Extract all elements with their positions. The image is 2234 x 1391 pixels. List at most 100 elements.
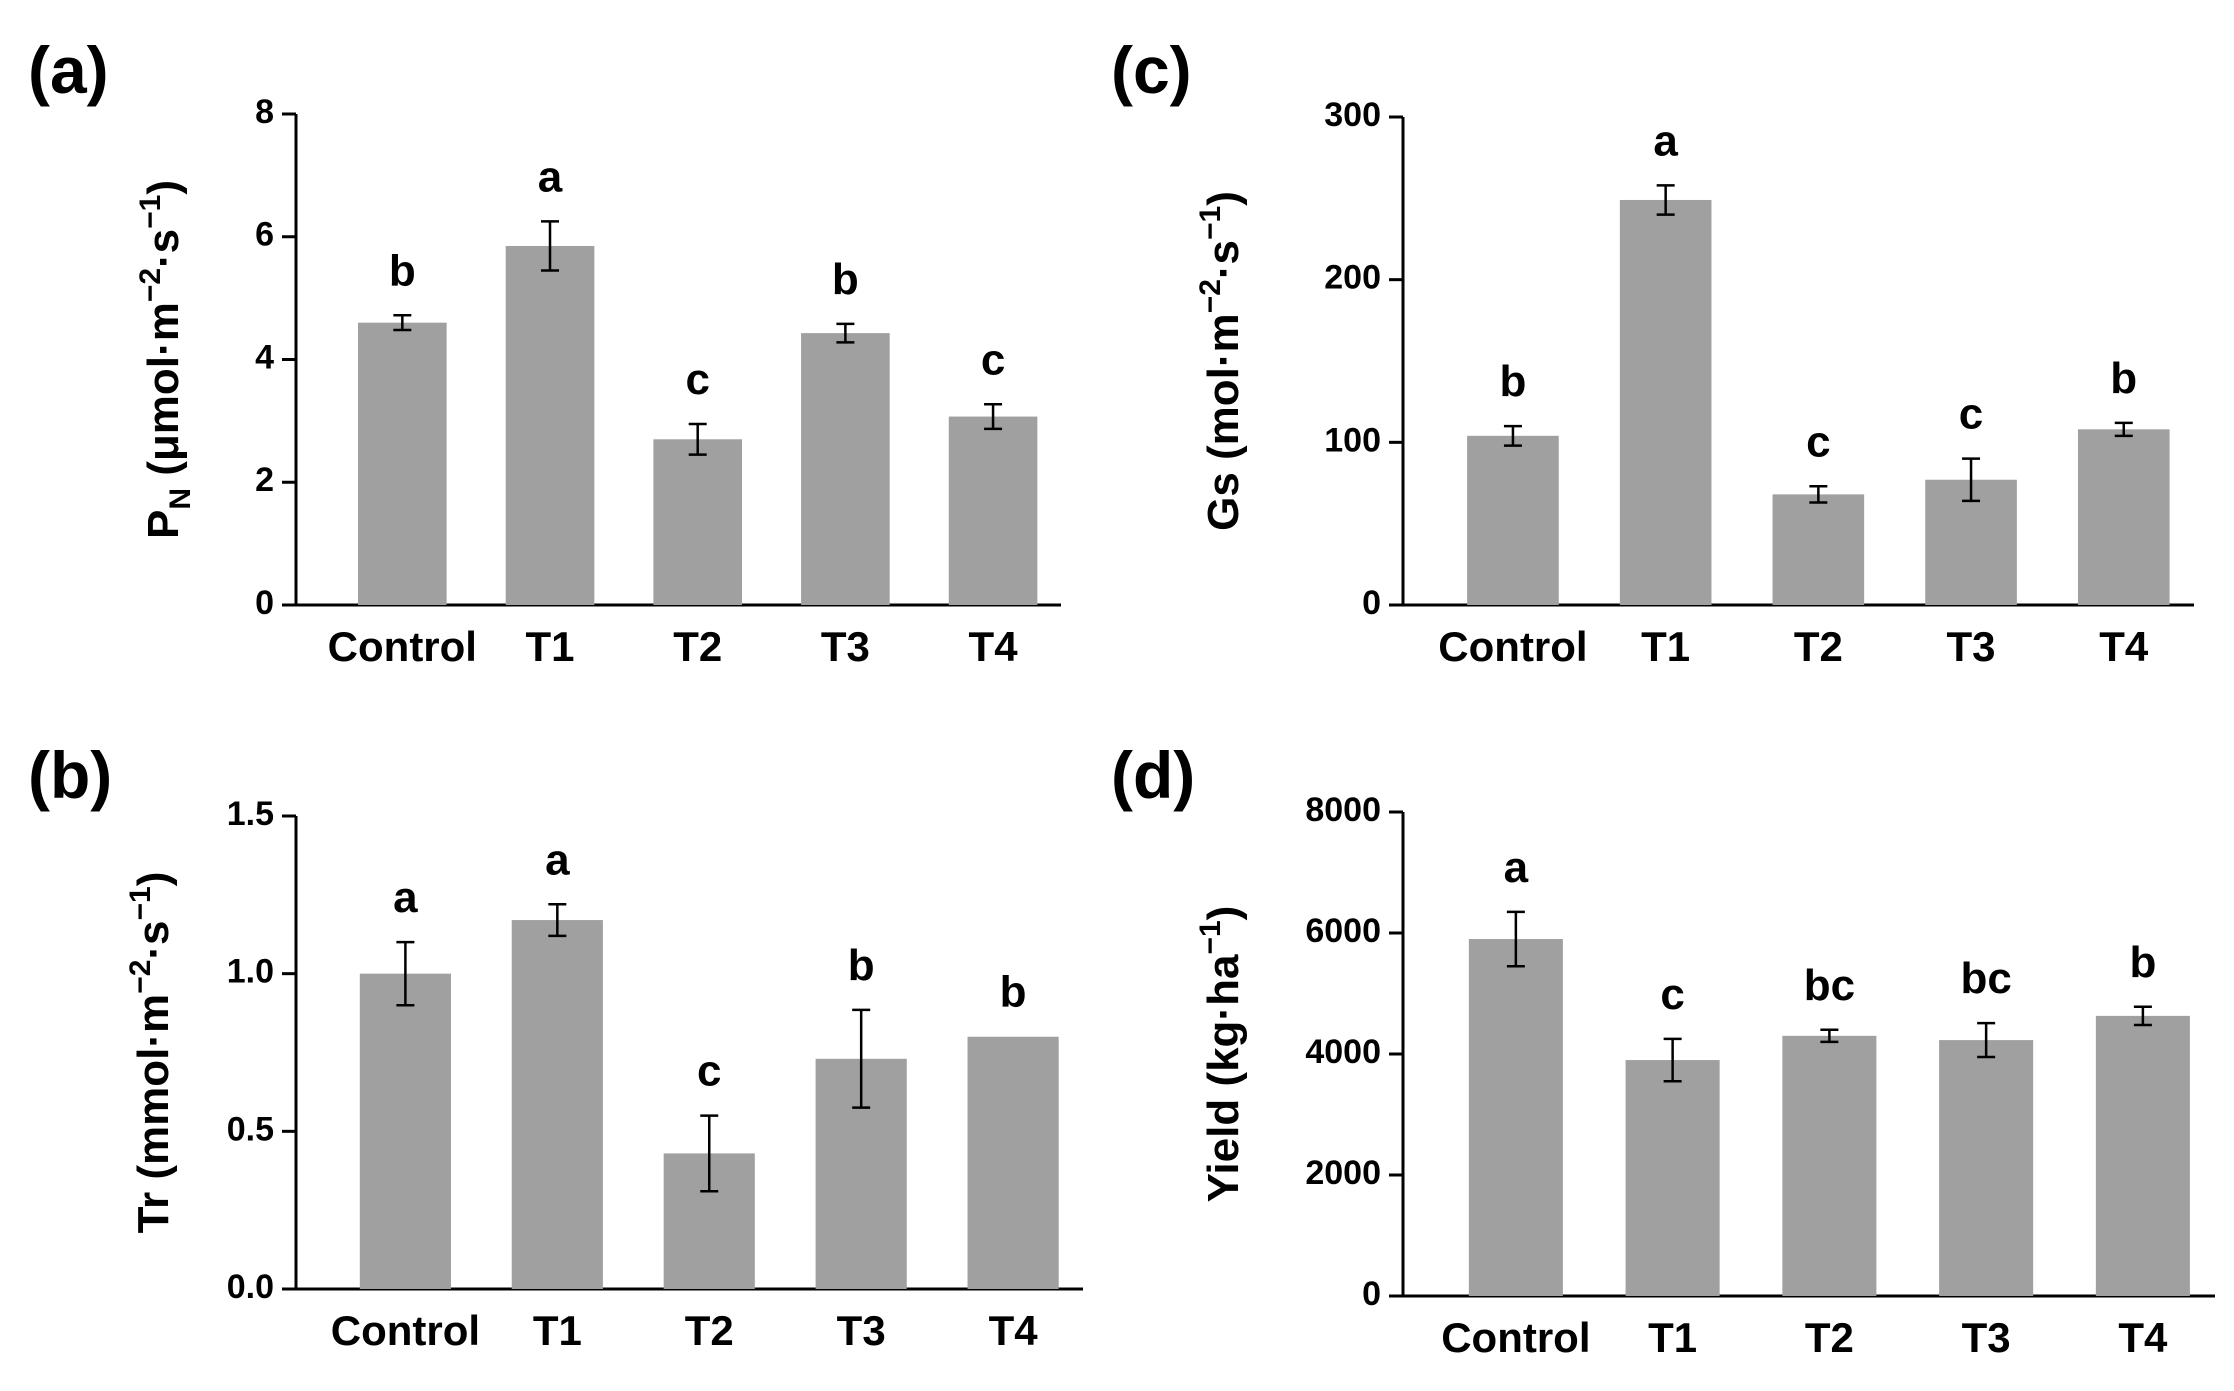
y-axis-label-part: N: [164, 488, 197, 510]
significance-letter: c: [697, 1047, 721, 1096]
x-tick-label: T4: [989, 1307, 1039, 1354]
panel-label: (c): [1111, 33, 1192, 107]
bar: [505, 245, 595, 606]
bar: [948, 416, 1038, 605]
x-tick-label: T3: [1962, 1314, 2011, 1361]
y-tick-label: 6000: [1305, 912, 1381, 950]
bar: [967, 1036, 1059, 1289]
significance-letter: c: [1959, 390, 1983, 439]
y-axis-label-part: ): [1199, 191, 1248, 206]
significance-letter: c: [685, 355, 709, 404]
error-bar: [1962, 457, 1981, 503]
y-tick-label: 300: [1324, 96, 1381, 134]
y-tick-label: 0.0: [227, 1268, 274, 1306]
bar: [1782, 1035, 1877, 1296]
bar: [1625, 1060, 1720, 1296]
significance-letter: b: [1500, 357, 1527, 406]
panel-label: (d): [1111, 738, 1195, 812]
y-axis-label: PN (μmol·m−2·s−1): [134, 180, 197, 539]
error-bar: [2133, 1005, 2152, 1027]
y-axis-label-part: −1: [1194, 920, 1227, 954]
x-tick-label: Control: [1438, 623, 1587, 670]
bar: [359, 973, 451, 1289]
y-tick-label: 0: [255, 584, 274, 622]
error-bar: [700, 1114, 719, 1193]
significance-letter: a: [538, 152, 563, 201]
x-tick-label: Control: [331, 1307, 480, 1354]
significance-letter: b: [2110, 354, 2137, 403]
x-tick-label: T3: [1947, 623, 1996, 670]
x-tick-label: T4: [969, 623, 1019, 670]
significance-letter: bc: [1804, 961, 1855, 1010]
x-tick-label: T2: [673, 623, 722, 670]
x-tick-label: T2: [685, 1307, 734, 1354]
y-tick-label: 0.5: [227, 1110, 274, 1148]
x-tick-label: T1: [526, 623, 575, 670]
bar: [653, 439, 743, 605]
y-axis-label-part: (μmol·m: [139, 302, 188, 488]
error-bar: [393, 314, 412, 332]
bar: [1939, 1040, 2034, 1296]
y-axis-label-part: Tr (mmol·m: [129, 994, 178, 1234]
y-tick-label: 8: [255, 93, 274, 131]
y-axis-label-part: −2: [1194, 279, 1227, 313]
significance-letter: bc: [1960, 954, 2011, 1003]
significance-letter: b: [2129, 938, 2156, 987]
error-bar: [1809, 485, 1828, 504]
y-tick-label: 8000: [1305, 791, 1381, 829]
y-tick-label: 0: [1362, 1275, 1381, 1313]
y-axis-label-part: Gs (mol·m: [1199, 313, 1248, 531]
y-axis-label-part: ): [139, 180, 188, 195]
significance-letter: a: [1504, 843, 1529, 892]
y-tick-label: 4000: [1305, 1033, 1381, 1071]
x-tick-label: T3: [821, 623, 870, 670]
bar: [801, 333, 890, 605]
y-axis-label: Tr (mmol·m−2·s−1): [124, 872, 178, 1234]
significance-letter: b: [832, 255, 859, 304]
y-axis-label-part: P: [139, 510, 188, 539]
bar: [1467, 435, 1559, 605]
x-tick-label: T2: [1805, 1314, 1854, 1361]
x-tick-label: Control: [1441, 1314, 1590, 1361]
bar: [2077, 429, 2170, 605]
y-axis-label-part: ·s: [139, 229, 188, 268]
y-axis-label-part: Yield (kg·ha: [1199, 954, 1248, 1202]
error-bar: [1656, 184, 1675, 216]
bar: [511, 920, 603, 1289]
y-axis-label-part: −2: [134, 268, 167, 302]
bar: [2095, 1015, 2190, 1296]
error-bar: [2114, 421, 2133, 438]
x-tick-label: T2: [1794, 623, 1843, 670]
y-axis-label-part: −2: [124, 960, 157, 994]
significance-letter: b: [1000, 968, 1027, 1017]
x-tick-label: T1: [1648, 1314, 1697, 1361]
bar: [358, 322, 447, 605]
error-bar: [1977, 1021, 1996, 1059]
significance-letter: c: [1660, 970, 1684, 1019]
y-tick-label: 100: [1324, 421, 1381, 459]
error-bar: [1503, 424, 1522, 447]
y-axis-label-part: −1: [124, 886, 157, 920]
y-axis-label-part: ): [1199, 906, 1248, 921]
error-bar: [1820, 1028, 1839, 1044]
error-bar: [852, 1008, 871, 1109]
panel-label: (b): [28, 738, 112, 812]
y-axis-label-part: ·s: [129, 920, 178, 959]
bar: [1468, 939, 1563, 1296]
y-tick-label: 1.5: [227, 795, 274, 833]
x-tick-label: T4: [2118, 1314, 2168, 1361]
significance-letter: b: [848, 941, 875, 990]
x-tick-label: T1: [1641, 623, 1690, 670]
significance-letter: c: [1806, 417, 1830, 466]
x-tick-label: Control: [328, 623, 477, 670]
y-tick-label: 0: [1362, 584, 1381, 622]
x-tick-label: T4: [2099, 623, 2149, 670]
y-axis-label: Gs (mol·m−2·s−1): [1194, 191, 1248, 531]
error-bar: [1506, 910, 1525, 968]
significance-letter: a: [545, 835, 570, 884]
x-tick-label: T3: [837, 1307, 886, 1354]
error-bar: [541, 220, 560, 272]
y-tick-label: 4: [255, 338, 274, 376]
y-tick-label: 1.0: [227, 953, 274, 991]
significance-letter: c: [981, 335, 1005, 384]
